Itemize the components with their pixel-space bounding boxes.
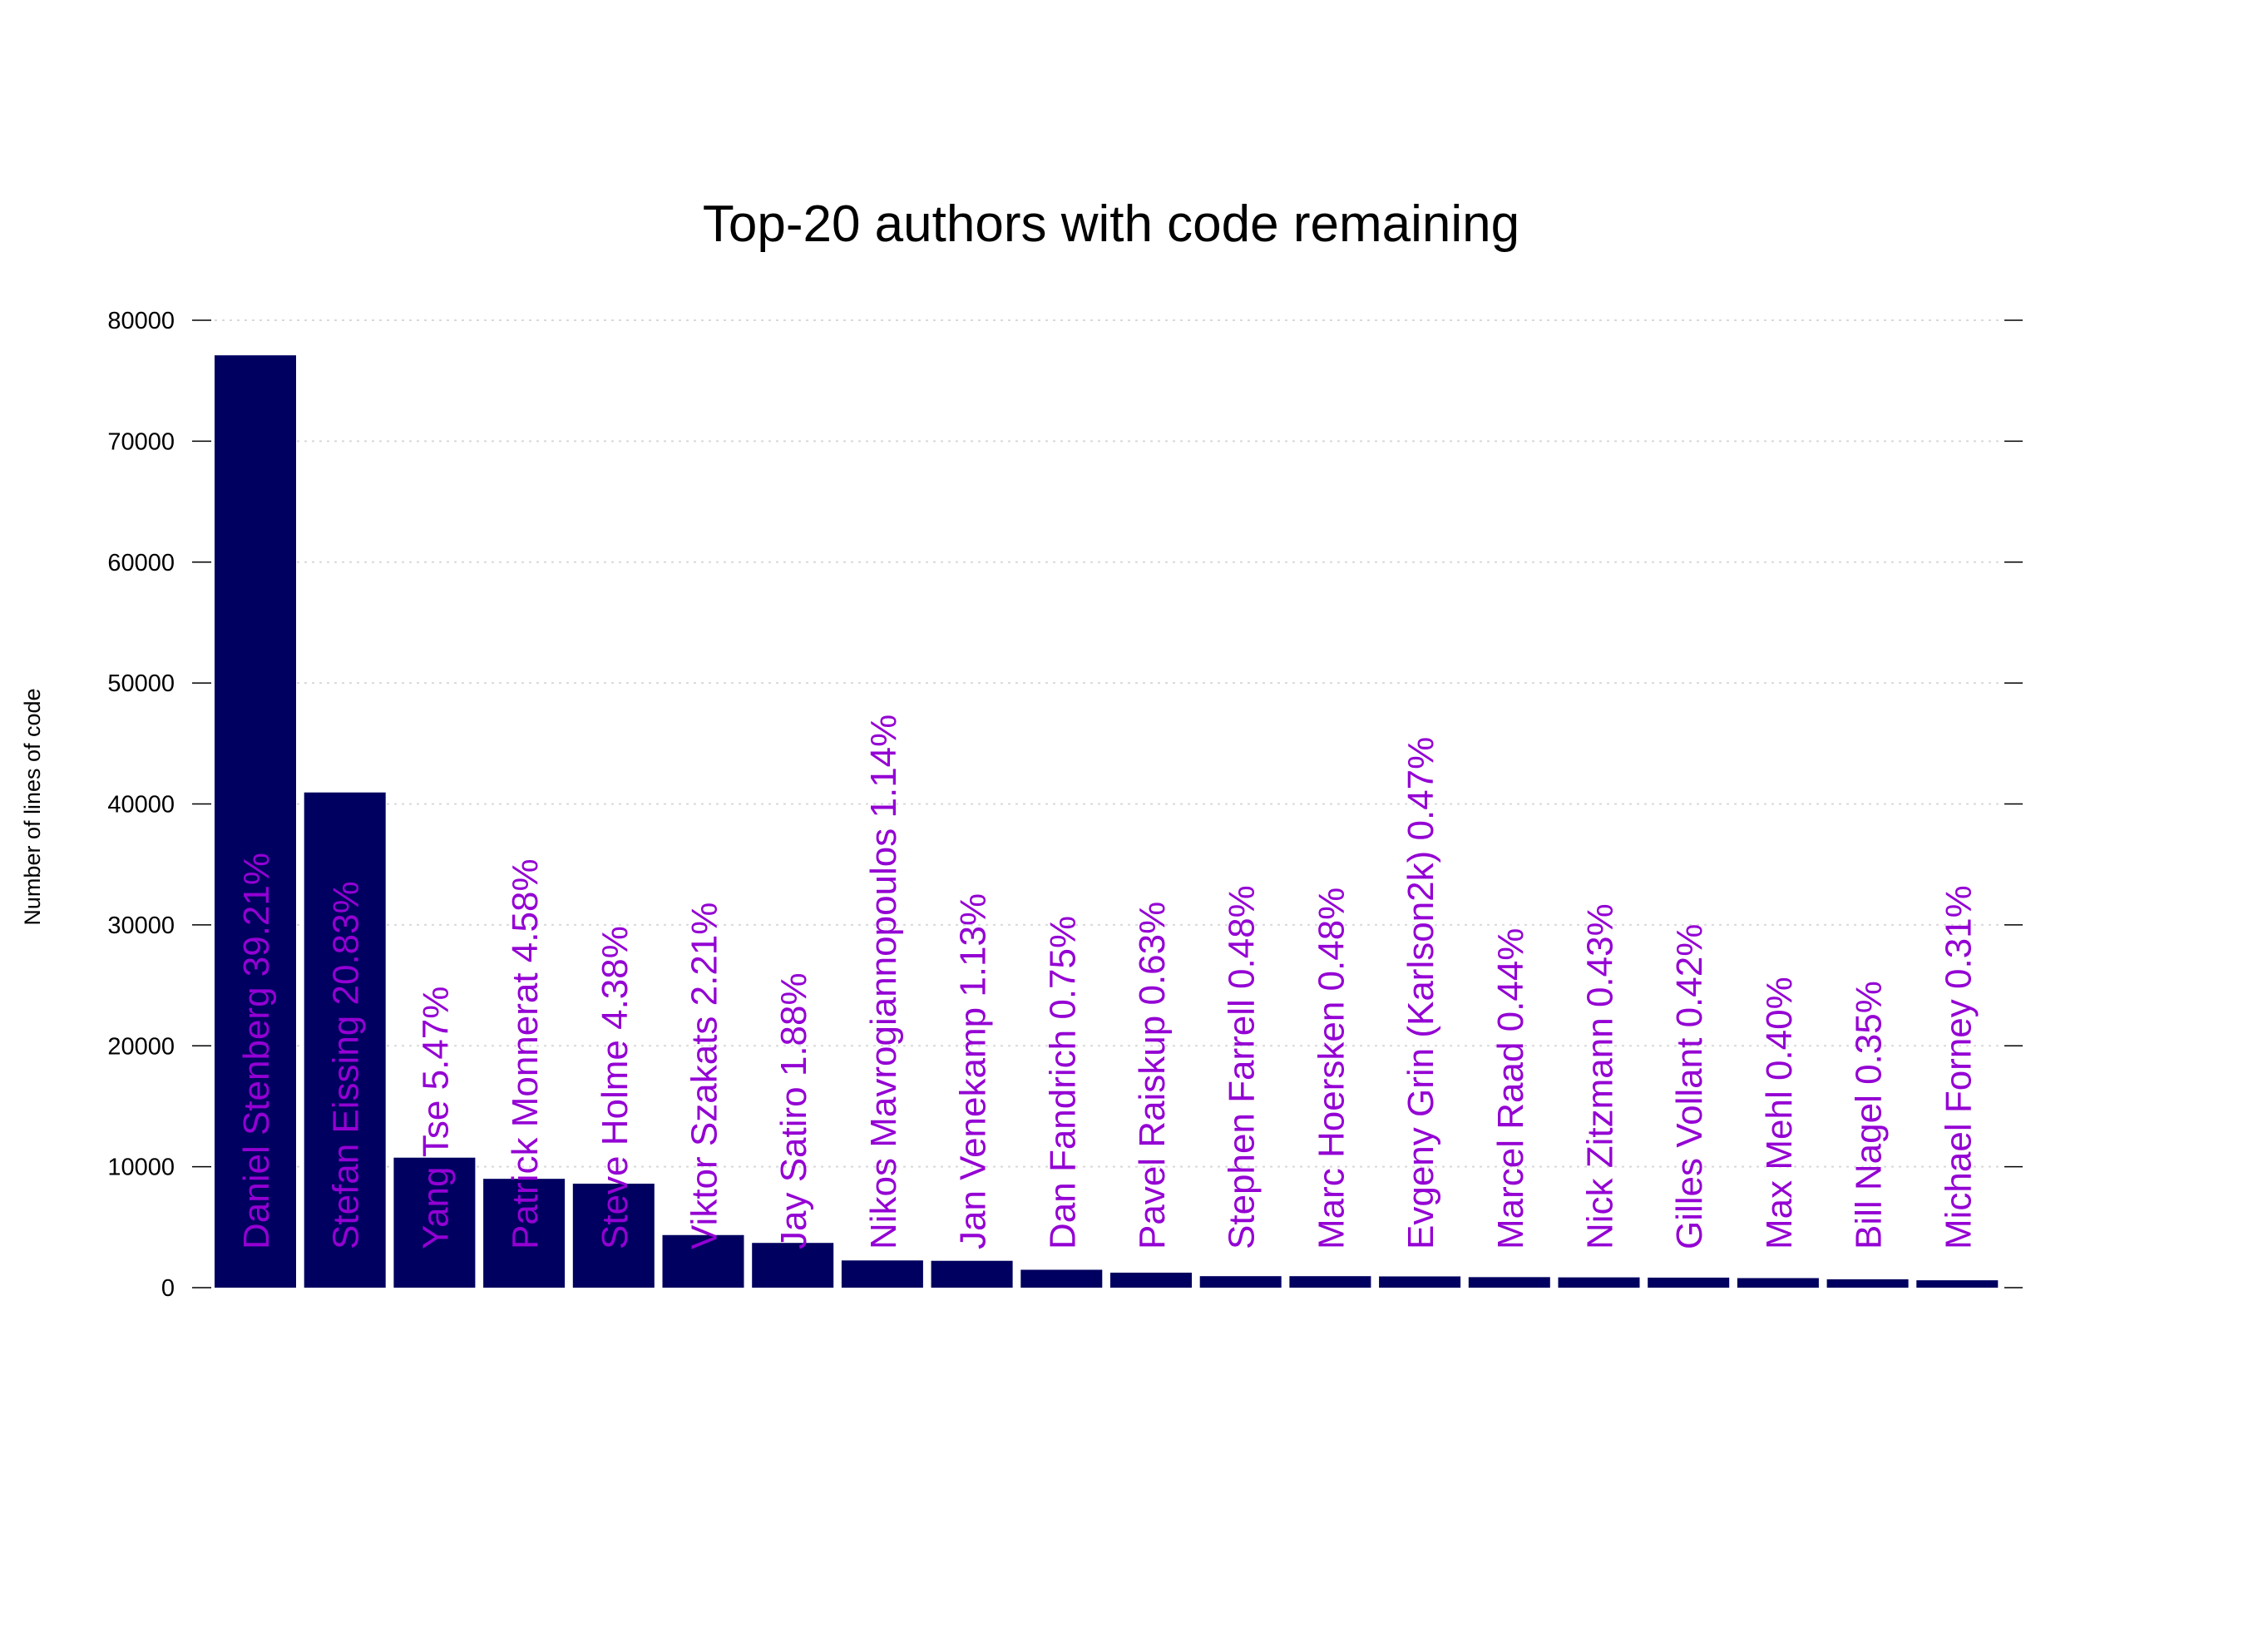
bar-label: Daniel Stenberg 39.21% (236, 853, 277, 1249)
bar (1468, 1277, 1550, 1288)
bar (752, 1243, 834, 1288)
y-axis-label: Number of lines of code (20, 688, 45, 925)
y-tick-label: 30000 (107, 913, 175, 939)
chart-title: Top-20 authors with code remaining (703, 195, 1519, 253)
bar (841, 1260, 923, 1288)
bar (572, 1183, 655, 1288)
bar (1289, 1276, 1371, 1288)
bar-label: Nick Zitzmann 0.43% (1580, 903, 1621, 1249)
bar-label: Marc Hoersken 0.48% (1311, 888, 1351, 1249)
bar (1648, 1277, 1730, 1288)
bar-label: Steve Holme 4.38% (595, 926, 635, 1249)
bar-label: Viktor Szakats 2.21% (684, 903, 725, 1249)
y-tick-label: 10000 (107, 1155, 175, 1181)
bar (1110, 1272, 1192, 1288)
bar (1916, 1280, 1999, 1288)
bar-label: Jan Venekamp 1.13% (953, 893, 994, 1249)
bar (1379, 1276, 1461, 1288)
bar (215, 355, 296, 1288)
bar-label: Patrick Monnerat 4.58% (505, 858, 546, 1249)
bar (662, 1234, 744, 1288)
y-tick-label: 80000 (107, 308, 175, 334)
bar-labels: Daniel Stenberg 39.21% Stefan Eissing 20.… (236, 715, 1979, 1249)
bar (1737, 1278, 1819, 1288)
bar-label: Dan Fandrich 0.75% (1042, 916, 1083, 1249)
bar-label: Max Mehl 0.40% (1759, 977, 1800, 1249)
bar-label: Marcel Raad 0.44% (1490, 928, 1531, 1249)
bar (1020, 1269, 1103, 1288)
bar (393, 1157, 476, 1288)
y-tick-label: 20000 (107, 1033, 175, 1060)
bar-label: Jay Satiro 1.88% (773, 972, 814, 1249)
y-tick-label: 50000 (107, 670, 175, 697)
y-axis-ticks: 0 10000 20000 30000 40000 50000 60000 70000 8000… (107, 308, 2023, 1302)
bar-label: Stefan Eissing 20.83% (326, 881, 367, 1249)
y-tick-label: 0 (161, 1275, 175, 1302)
bar (931, 1260, 1013, 1288)
bars (215, 355, 1999, 1288)
bar-label: Evgeny Grin (Karlson2k) 0.47% (1401, 737, 1441, 1249)
y-tick-label: 60000 (107, 550, 175, 576)
bar-label: Pavel Raiskup 0.63% (1132, 902, 1173, 1249)
bar-label: Michael Forney 0.31% (1938, 885, 1979, 1249)
bar-label: Gilles Vollant 0.42% (1669, 924, 1710, 1249)
gridlines (215, 319, 2001, 1168)
bar-label: Yang Tse 5.47% (415, 987, 456, 1249)
bar-label: Nikos Mavrogiannopoulos 1.14% (863, 715, 904, 1249)
bar-label: Stephen Farrell 0.48% (1222, 885, 1262, 1249)
bar (1558, 1277, 1640, 1288)
bar (304, 792, 386, 1288)
bar (1199, 1276, 1282, 1288)
y-tick-label: 70000 (107, 428, 175, 455)
bar (1826, 1279, 1909, 1288)
bar (483, 1179, 566, 1288)
y-tick-label: 40000 (107, 792, 175, 819)
bar-label: Bill Nagel 0.35% (1849, 981, 1890, 1249)
